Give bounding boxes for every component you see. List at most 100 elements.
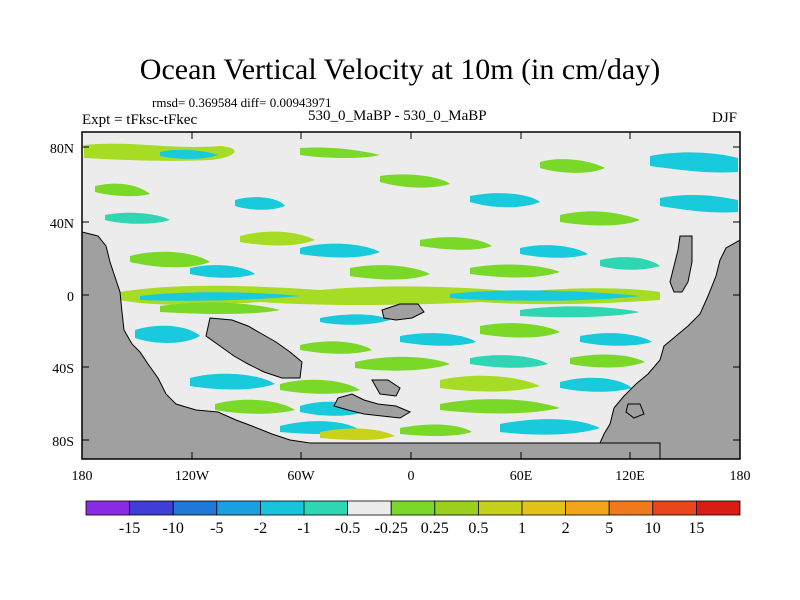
contour-blob (160, 149, 218, 159)
land-masses (82, 231, 740, 459)
colorbar-swatch (259, 500, 305, 516)
contour-blob (560, 377, 632, 392)
colorbar-swatch (390, 500, 436, 516)
colorbar-swatch (521, 500, 566, 516)
colorbar-swatch (347, 500, 392, 516)
x-tick-label: 120E (615, 469, 645, 484)
contour-blob (105, 212, 170, 224)
colorbar-label: -0.5 (335, 520, 360, 537)
colorbar (85, 500, 741, 516)
contour-blob (300, 147, 380, 159)
y-tick-label: 40S (52, 362, 74, 377)
contour-blob (400, 424, 472, 436)
y-axis: 80N 40N 0 40S 80S (50, 142, 74, 450)
contour-blob (160, 302, 280, 314)
contour-blob (130, 251, 210, 268)
y-tick-label: 40N (50, 217, 74, 232)
colorbar-swatch (216, 500, 261, 516)
contour-blob (400, 333, 476, 346)
x-tick-label: 180 (72, 469, 93, 484)
y-tick-label: 80N (50, 142, 74, 157)
contour-blob (440, 399, 560, 414)
contour-blob (320, 314, 390, 325)
contour-blob (500, 419, 600, 435)
colorbar-swatch (303, 500, 348, 516)
contour-blob (470, 264, 560, 278)
contour-blob (95, 183, 150, 197)
contour-blob (570, 354, 645, 368)
comparison-label: 530_0_MaBP - 530_0_MaBP (308, 108, 487, 124)
x-tick-label: 60E (510, 469, 533, 484)
contour-blob (540, 159, 605, 173)
contour-blob (650, 152, 738, 173)
x-tick-label: 180 (730, 469, 751, 484)
x-tick-label: 120W (175, 469, 210, 484)
land-island-b (333, 393, 412, 419)
land-east-island (625, 403, 645, 419)
contour-blob (450, 290, 640, 301)
colorbar-label: -15 (119, 520, 140, 537)
contour-blob (480, 323, 560, 338)
contour-blob (240, 231, 315, 246)
contour-blob (350, 265, 430, 280)
contour-blob (280, 379, 360, 394)
contour-blob (380, 174, 450, 188)
stats-line: rmsd= 0.369584 diff= 0.00943971 (152, 95, 332, 110)
contour-blob (300, 341, 372, 354)
colorbar-label: -5 (210, 520, 223, 537)
land-south-sea-island (205, 317, 303, 379)
y-tick-label: 0 (67, 290, 74, 305)
contour-blob (140, 292, 300, 301)
contour-blob (470, 355, 548, 368)
land-west (82, 231, 661, 459)
land-island-c (371, 379, 401, 397)
contour-blob (580, 333, 652, 346)
land-east-peninsula (669, 235, 693, 293)
contour-blob (600, 257, 660, 270)
colorbar-swatch (608, 500, 654, 516)
colorbar-swatch (652, 500, 697, 516)
contour-blob (320, 428, 395, 440)
contour-blob (300, 243, 380, 258)
colorbar-swatch (565, 500, 610, 516)
contour-blob (235, 197, 285, 210)
velocity-contours (84, 143, 738, 440)
colorbar-label: 1 (518, 520, 526, 537)
contour-blob (560, 211, 640, 226)
colorbar-label: 0.25 (421, 520, 449, 537)
colorbar-label: -0.25 (375, 520, 408, 537)
colorbar-swatch (172, 500, 218, 516)
chart-title: Ocean Vertical Velocity at 10m (in cm/da… (139, 53, 661, 86)
colorbar-swatch (477, 500, 523, 516)
colorbar-labels: -15 -10 -5 -2 -1 -0.5 -0.25 0.25 0.5 1 2 5 10 15 (119, 520, 704, 537)
contour-blob (190, 265, 255, 278)
colorbar-label: -1 (297, 520, 310, 537)
contour-blob (520, 245, 588, 258)
season-label: DJF (712, 110, 738, 126)
colorbar-label: 10 (645, 520, 661, 537)
y-tick-label: 80S (52, 435, 74, 450)
x-axis: 180 120W 60W 0 60E 120E 180 (72, 469, 751, 484)
colorbar-label: 0.5 (468, 520, 488, 537)
land-island-a (381, 303, 425, 321)
colorbar-label: -2 (254, 520, 267, 537)
contour-blob (520, 306, 640, 318)
colorbar-label: 5 (605, 520, 613, 537)
contour-blob (440, 375, 540, 392)
x-tick-label: 0 (408, 469, 415, 484)
contour-blob (470, 193, 540, 208)
colorbar-label: 2 (562, 520, 570, 537)
x-tick-label: 60W (287, 469, 315, 484)
contour-blob (660, 194, 738, 213)
contour-blob (355, 356, 450, 371)
contour-blob (215, 399, 295, 414)
axis-ticks (81, 132, 741, 459)
expt-label: Expt = tFksc-tFkec (82, 112, 198, 128)
colorbar-swatch (85, 500, 130, 516)
colorbar-swatch (129, 500, 174, 516)
contour-blob (135, 325, 200, 343)
contour-blob (190, 373, 275, 390)
colorbar-swatch (434, 500, 479, 516)
colorbar-label: -10 (163, 520, 184, 537)
